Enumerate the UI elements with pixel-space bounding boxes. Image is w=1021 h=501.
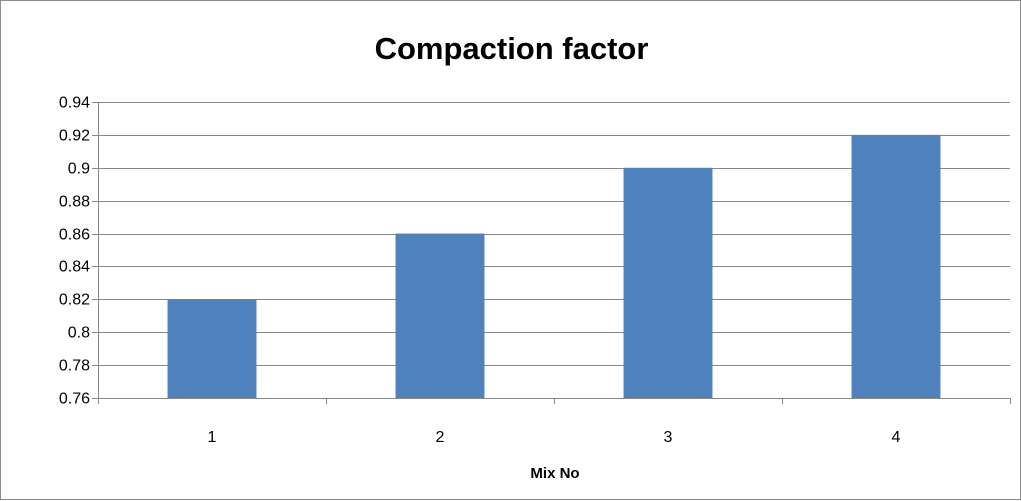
x-tick-labels: 1 2 3 4 (208, 429, 901, 446)
x-tick-label: 2 (436, 429, 445, 446)
y-tick-label: 0.84 (59, 259, 90, 276)
bar-mix-3 (623, 167, 713, 398)
y-tick-label: 0.76 (59, 391, 90, 408)
y-tick-label: 0.9 (68, 161, 90, 178)
y-tick-label: 0.92 (59, 128, 90, 145)
y-tick-label: 0.88 (59, 194, 90, 211)
bar-mix-4 (851, 134, 941, 398)
bar-mix-2 (395, 233, 485, 398)
x-axis-title: Mix No (530, 465, 579, 482)
axes (92, 102, 1011, 404)
bars (167, 134, 941, 398)
y-tick-label: 0.82 (59, 292, 90, 309)
y-tick-label: 0.94 (59, 95, 90, 112)
x-tick-label: 3 (664, 429, 673, 446)
y-tick-label: 0.86 (59, 227, 90, 244)
bar-mix-1 (167, 299, 257, 398)
y-tick-label: 0.8 (68, 325, 90, 342)
y-tick-labels: 0.76 0.78 0.8 0.82 0.84 0.86 0.88 0.9 0.92 0.94 (59, 95, 90, 408)
chart-title: Compaction factor (374, 31, 649, 66)
y-tick-label: 0.78 (59, 358, 90, 375)
x-tick-label: 1 (208, 429, 217, 446)
x-tick-label: 4 (892, 429, 901, 446)
